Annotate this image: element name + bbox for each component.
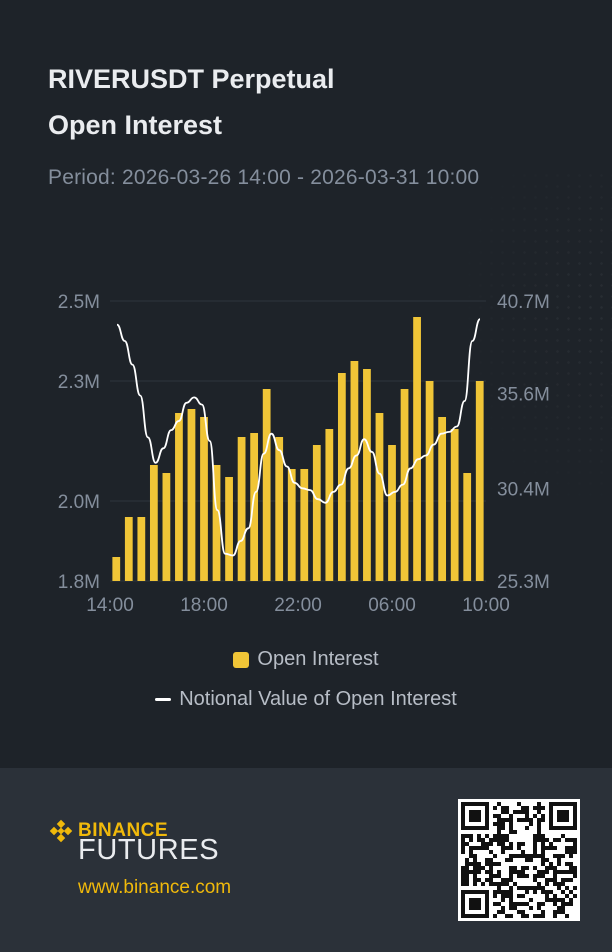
bar xyxy=(450,429,459,581)
bar xyxy=(262,389,271,581)
bar xyxy=(162,473,171,581)
bar xyxy=(475,381,484,581)
bar xyxy=(438,417,447,581)
chart-card: RIVERUSDT Perpetual Open Interest Period… xyxy=(0,56,612,711)
brand-name: BINANCE xyxy=(78,820,169,841)
title-line-1: RIVERUSDT Perpetual xyxy=(48,64,335,94)
right-axis-tick-label: 35.6M xyxy=(497,385,550,406)
bar xyxy=(388,445,396,581)
qr-code-icon xyxy=(458,799,580,921)
bar xyxy=(400,389,409,581)
bar xyxy=(325,429,334,581)
bar xyxy=(137,517,146,581)
x-axis-tick-label: 14:00 xyxy=(86,595,134,616)
legend-open-interest: Open Interest xyxy=(0,648,612,671)
bar xyxy=(350,361,359,581)
period-label: Period: 2026-03-26 14:00 - 2026-03-31 10… xyxy=(48,166,480,189)
x-axis-tick-label: 10:00 xyxy=(462,595,510,616)
bar xyxy=(337,373,346,581)
bar xyxy=(212,465,221,581)
open-interest-chart: 1.8M 2.0M 2.3M 2.5M 25.3M 30.4M 35.6M 40.7M 14:0… xyxy=(58,292,550,616)
product-name: FUTURES xyxy=(78,834,220,866)
right-axis-tick-label: 30.4M xyxy=(497,479,550,500)
left-axis-tick-label: 2.0M xyxy=(58,492,100,513)
title-line-2: Open Interest xyxy=(48,110,223,140)
bar xyxy=(112,557,121,581)
page-title: RIVERUSDT Perpetual Open Interest xyxy=(48,56,335,148)
right-axis-tick-label: 25.3M xyxy=(497,572,550,593)
bar xyxy=(363,369,371,581)
bar xyxy=(312,445,321,581)
binance-brand: BINANCE xyxy=(48,818,168,844)
bar xyxy=(225,477,233,581)
bar xyxy=(287,469,296,581)
legend-notional: Notional Value of Open Interest xyxy=(0,688,612,711)
legend-notional-label: Notional Value of Open Interest xyxy=(179,688,457,710)
bar xyxy=(187,409,196,581)
left-axis-tick-label: 1.8M xyxy=(58,572,100,593)
left-axis-tick-label: 2.5M xyxy=(58,292,100,313)
x-axis-tick-label: 18:00 xyxy=(180,595,228,616)
notional-value-line xyxy=(116,318,481,557)
bar xyxy=(124,517,133,581)
x-axis-tick-label: 22:00 xyxy=(274,595,322,616)
legend-line-swatch xyxy=(155,698,172,702)
left-axis-tick-label: 2.3M xyxy=(58,372,100,393)
bar xyxy=(250,433,259,581)
bar xyxy=(463,473,472,581)
bar xyxy=(200,417,208,581)
legend-bar-swatch xyxy=(233,651,250,668)
bar xyxy=(425,381,434,581)
x-axis-tick-label: 06:00 xyxy=(368,595,416,616)
bar xyxy=(413,317,421,581)
binance-diamond-icon xyxy=(49,819,73,843)
bar xyxy=(275,437,284,581)
bar xyxy=(237,437,246,581)
bar xyxy=(175,413,183,581)
legend-open-interest-label: Open Interest xyxy=(257,648,379,670)
bar xyxy=(300,469,309,581)
bar xyxy=(375,413,384,581)
website-link[interactable]: www.binance.com xyxy=(78,877,232,898)
bar xyxy=(149,465,158,581)
right-axis-tick-label: 40.7M xyxy=(497,292,550,313)
